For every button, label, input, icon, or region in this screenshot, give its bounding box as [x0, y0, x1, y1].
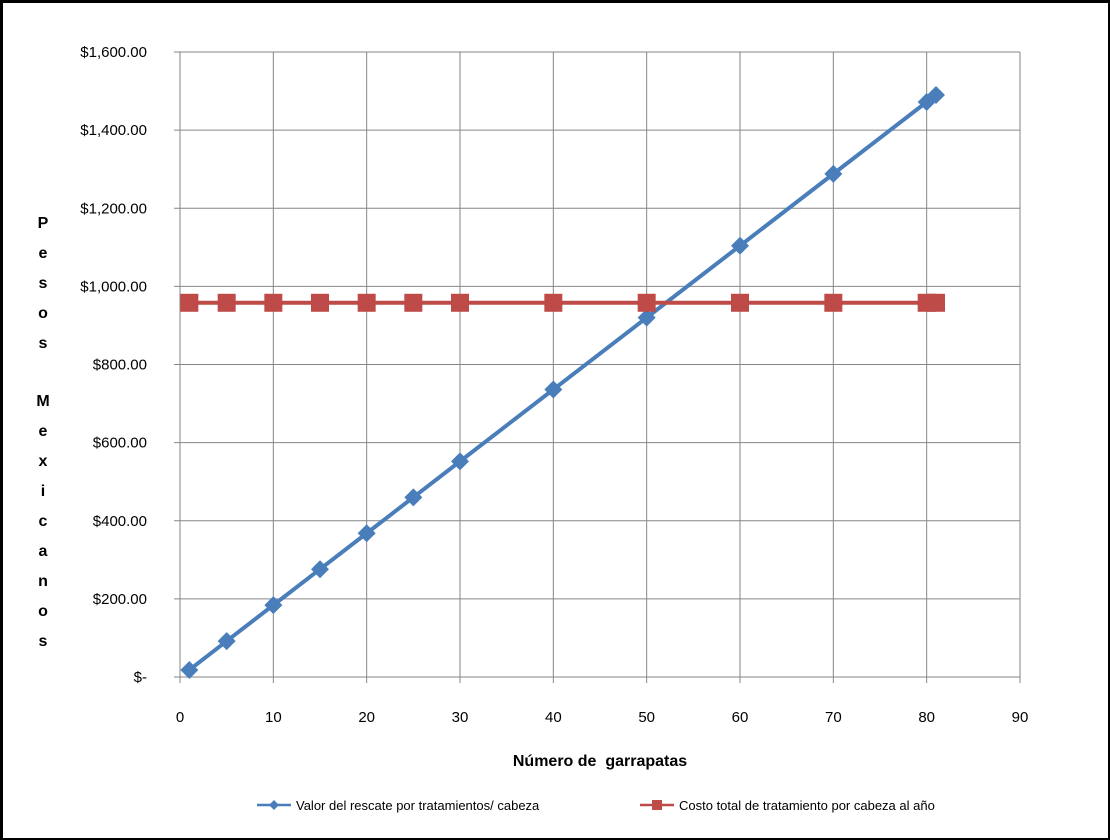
data-point-diamond: [311, 560, 329, 579]
y-tick-label: $600.00: [93, 435, 147, 452]
x-tick-label: 0: [176, 709, 184, 726]
x-tick-label: 40: [545, 709, 562, 726]
data-point-diamond: [544, 380, 563, 399]
data-point-square: [544, 293, 563, 312]
data-point-diamond: [264, 596, 283, 615]
x-tick-label: 80: [918, 709, 935, 726]
y-tick-label: $200.00: [93, 591, 147, 608]
y-tick-label: $1,000.00: [80, 278, 147, 295]
x-tick-label: 50: [638, 709, 655, 726]
data-point-diamond: [451, 452, 469, 471]
data-point-square: [264, 293, 283, 312]
data-point-diamond: [731, 236, 749, 255]
x-tick-label: 30: [452, 709, 469, 726]
data-point-square: [180, 293, 199, 312]
data-point-diamond: [637, 308, 656, 327]
data-point-square: [404, 293, 423, 312]
legend-marker-square: [652, 800, 662, 810]
x-axis-title: Número de garrapatas: [513, 753, 687, 770]
legend-marker-diamond: [269, 800, 279, 810]
data-point-diamond: [180, 660, 199, 679]
y-tick-label: $-: [134, 669, 147, 686]
x-tick-label: 20: [358, 709, 375, 726]
legend-item-costo-total: Costo total de tratamiento por cabeza al…: [640, 798, 935, 813]
data-point-diamond: [357, 524, 376, 543]
data-point-square: [217, 293, 236, 312]
data-point-square: [637, 293, 656, 312]
data-point-square: [357, 293, 376, 312]
x-tick-label: 60: [732, 709, 749, 726]
y-tick-label: $1,200.00: [80, 200, 147, 217]
data-point-square: [451, 293, 469, 312]
y-tick-label: $1,400.00: [80, 122, 147, 139]
data-point-diamond: [927, 85, 945, 104]
data-point-square: [927, 293, 945, 312]
data-point-square: [824, 293, 843, 312]
chart-legend: Valor del rescate por tratamientos/ cabe…: [257, 798, 935, 813]
grid-layer: [174, 51, 1021, 683]
data-point-square: [731, 293, 749, 312]
data-point-diamond: [404, 488, 423, 507]
y-tick-label: $400.00: [93, 513, 147, 530]
data-point-square: [311, 293, 329, 312]
legend-label-valor-rescate: Valor del rescate por tratamientos/ cabe…: [296, 798, 540, 813]
ticks-layer: $- $200.00 $400.00 $600.00 $800.00 $1,000.00 $…: [80, 44, 1028, 726]
series-line-diamond: [188, 93, 938, 672]
data-point-diamond: [824, 164, 843, 183]
legend-item-valor-rescate: Valor del rescate por tratamientos/ cabe…: [257, 798, 540, 813]
legend-label-costo-total: Costo total de tratamiento por cabeza al…: [679, 798, 935, 813]
x-tick-label: 90: [1012, 709, 1029, 726]
y-tick-label: $1,600.00: [80, 44, 147, 61]
data-point-diamond: [217, 632, 236, 651]
series-layer: [180, 85, 945, 679]
x-tick-label: 70: [825, 709, 842, 726]
y-tick-label: $800.00: [93, 357, 147, 374]
x-tick-label: 10: [265, 709, 282, 726]
